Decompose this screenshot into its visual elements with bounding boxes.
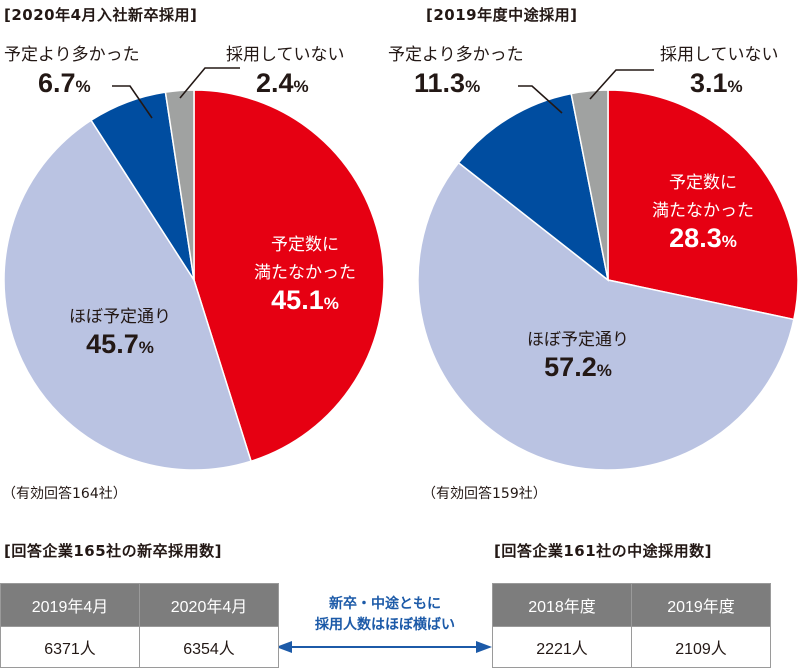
slice-label-right-more: 予定より多かった (388, 45, 524, 65)
slice-under-target (193, 89, 385, 463)
pie-note-midcareer: （有効回答159社） (422, 486, 547, 502)
slice-label-left-ontarget: ほぼ予定通り 45.7% (40, 302, 200, 360)
slice-on-target (417, 161, 795, 471)
table-header-cell: 2020年4月 (139, 583, 279, 627)
slice-value-left-none: 2.4% (256, 68, 309, 98)
slice-value-left-more: 6.7% (38, 68, 91, 98)
table-title-midcareer: [回答企業161社の中途採用数] (494, 542, 713, 560)
leader-line-right-none (589, 69, 654, 100)
slice-label-right-under: 予定数に 満たなかった 28.3% (618, 168, 788, 254)
slice-value-right-more: 11.3% (414, 68, 481, 98)
table-header-cell: 2019年4月 (0, 583, 140, 627)
arrow-right-head-icon (476, 641, 492, 653)
table-header-row: 2019年4月 2020年4月 (0, 583, 279, 627)
table-cell: 2109人 (631, 626, 771, 668)
slice-value-right-under: 28.3% (669, 223, 737, 253)
table-midcareer: 2018年度 2019年度 2221人 2109人 (492, 583, 771, 668)
pie-chart-midcareer (417, 89, 799, 471)
slice-value-right-none: 3.1% (690, 68, 743, 98)
table-row: 2221人 2109人 (492, 626, 771, 668)
table-cell: 6371人 (0, 626, 140, 668)
slice-value-right-ontarget: 57.2% (544, 352, 612, 382)
comparison-note: 新卒・中途ともに 採用人数はほぼ横ばい (315, 596, 455, 633)
slice-over-target (457, 92, 610, 282)
pie-chart-newgrad (3, 89, 385, 471)
slice-label-left-more: 予定より多かった (4, 45, 140, 65)
table-header-cell: 2018年度 (492, 583, 632, 627)
slice-value-left-ontarget: 45.7% (86, 329, 154, 359)
table-cell: 2221人 (492, 626, 632, 668)
slice-under-target (607, 89, 799, 321)
slice-label-right-ontarget: ほぼ予定通り 57.2% (498, 325, 658, 383)
table-header-row: 2018年度 2019年度 (492, 583, 771, 627)
slice-value-left-under: 45.1% (271, 285, 339, 315)
pie-note-newgrad: （有効回答164社） (2, 486, 127, 502)
leader-line-left-none (179, 67, 240, 99)
slice-not-hiring (570, 89, 609, 281)
pie-title-newgrad: [2020年4月入社新卒採用] (4, 6, 198, 24)
pie-title-midcareer: [2019年度中途採用] (426, 6, 578, 24)
leader-line-right-more (518, 85, 563, 114)
arrow-left-head-icon (276, 641, 292, 653)
table-header-cell: 2019年度 (631, 583, 771, 627)
table-cell: 6354人 (139, 626, 279, 668)
value: 6.7 (38, 68, 76, 98)
slice-on-target (3, 119, 253, 471)
slice-label-right-none: 採用していない (660, 45, 779, 65)
leader-line-left-more (112, 85, 153, 119)
slice-label-left-none: 採用していない (226, 45, 345, 65)
table-title-newgrad: [回答企業165社の新卒採用数] (4, 542, 223, 560)
slice-not-hiring (164, 89, 195, 281)
table-row: 6371人 6354人 (0, 626, 279, 668)
table-newgrad: 2019年4月 2020年4月 6371人 6354人 (0, 583, 279, 668)
slice-label-left-under: 予定数に 満たなかった 45.1% (220, 230, 390, 316)
